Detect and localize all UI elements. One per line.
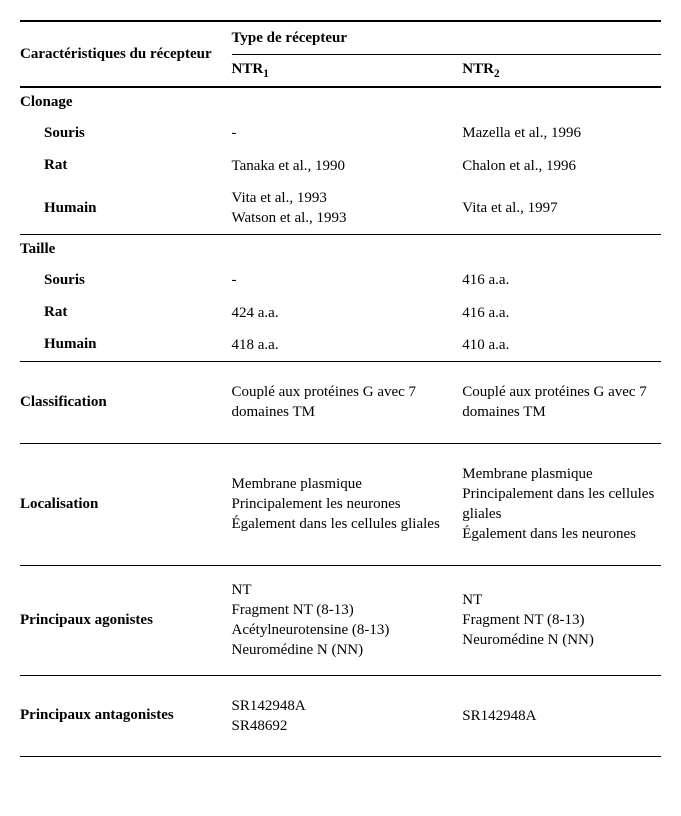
taille-humain-ntr2: 410 a.a. [462, 337, 509, 353]
ntr2-base: NTR [462, 61, 494, 77]
classification-label: Classification [20, 362, 232, 443]
taille-souris-ntr1: - [232, 272, 237, 288]
section-taille-title-row: Taille [20, 235, 661, 264]
header-row-1: Caractéristiques du récepteur Type de ré… [20, 22, 661, 54]
clonage-humain-ntr1: Vita et al., 1993Watson et al., 1993 [232, 190, 347, 226]
localisation-ntr1: Membrane plasmiquePrincipalement les neu… [232, 476, 440, 533]
taille-souris-label: Souris [20, 264, 232, 296]
clonage-souris-label: Souris [20, 117, 232, 149]
agonistes-label: Principaux agonistes [20, 566, 232, 675]
receptor-table: Caractéristiques du récepteur Type de ré… [20, 20, 661, 757]
taille-rat-label: Rat [20, 297, 232, 329]
clonage-rat-label: Rat [20, 150, 232, 182]
clonage-humain-row: Humain Vita et al., 1993Watson et al., 1… [20, 182, 661, 235]
ntr1-sub: 1 [263, 68, 269, 80]
clonage-souris-ntr1: - [232, 125, 237, 141]
ntr1-base: NTR [232, 61, 264, 77]
clonage-rat-ntr2: Chalon et al., 1996 [462, 158, 576, 174]
header-receptor-type: Type de récepteur [232, 22, 661, 54]
classification-ntr1: Couplé aux protéines G avec 7 domaines T… [232, 384, 417, 420]
clonage-souris-ntr2: Mazella et al., 1996 [462, 125, 581, 141]
taille-rat-row: Rat 424 a.a. 416 a.a. [20, 297, 661, 329]
taille-humain-label: Humain [20, 329, 232, 361]
clonage-rat-ntr1: Tanaka et al., 1990 [232, 158, 346, 174]
antagonistes-ntr2: SR142948A [462, 708, 536, 724]
antagonistes-row: Principaux antagonistes SR142948ASR48692… [20, 676, 661, 757]
clonage-rat-row: Rat Tanaka et al., 1990 Chalon et al., 1… [20, 150, 661, 182]
clonage-humain-ntr2: Vita et al., 1997 [462, 200, 557, 216]
section-clonage-title: Clonage [20, 88, 661, 117]
antagonistes-ntr1: SR142948ASR48692 [232, 698, 306, 734]
antagonistes-label: Principaux antagonistes [20, 676, 232, 757]
header-ntr2: NTR2 [462, 55, 661, 86]
localisation-label: Localisation [20, 444, 232, 565]
header-characteristics-text: Caractéristiques du récepteur [20, 46, 212, 62]
taille-rat-ntr1: 424 a.a. [232, 305, 279, 321]
header-ntr1: NTR1 [232, 55, 463, 86]
section-taille-title: Taille [20, 235, 661, 264]
clonage-humain-label: Humain [20, 182, 232, 235]
rule-bottom [20, 756, 661, 757]
agonistes-ntr1: NTFragment NT (8-13)Acétylneurotensine (… [232, 582, 390, 659]
header-receptor-type-text: Type de récepteur [232, 30, 348, 46]
clonage-souris-row: Souris - Mazella et al., 1996 [20, 117, 661, 149]
agonistes-row: Principaux agonistes NTFragment NT (8-13… [20, 566, 661, 675]
localisation-row: Localisation Membrane plasmiquePrincipal… [20, 444, 661, 565]
section-clonage-title-row: Clonage [20, 88, 661, 117]
taille-humain-ntr1: 418 a.a. [232, 337, 279, 353]
agonistes-ntr2: NTFragment NT (8-13)Neuromédine N (NN) [462, 592, 594, 649]
taille-souris-ntr2: 416 a.a. [462, 272, 509, 288]
classification-row: Classification Couplé aux protéines G av… [20, 362, 661, 443]
classification-ntr2: Couplé aux protéines G avec 7 domaines T… [462, 384, 647, 420]
header-characteristics: Caractéristiques du récepteur [20, 22, 232, 86]
localisation-ntr2: Membrane plasmiquePrincipalement dans le… [462, 466, 654, 543]
taille-humain-row: Humain 418 a.a. 410 a.a. [20, 329, 661, 361]
ntr2-sub: 2 [494, 68, 500, 80]
taille-souris-row: Souris - 416 a.a. [20, 264, 661, 296]
taille-rat-ntr2: 416 a.a. [462, 305, 509, 321]
